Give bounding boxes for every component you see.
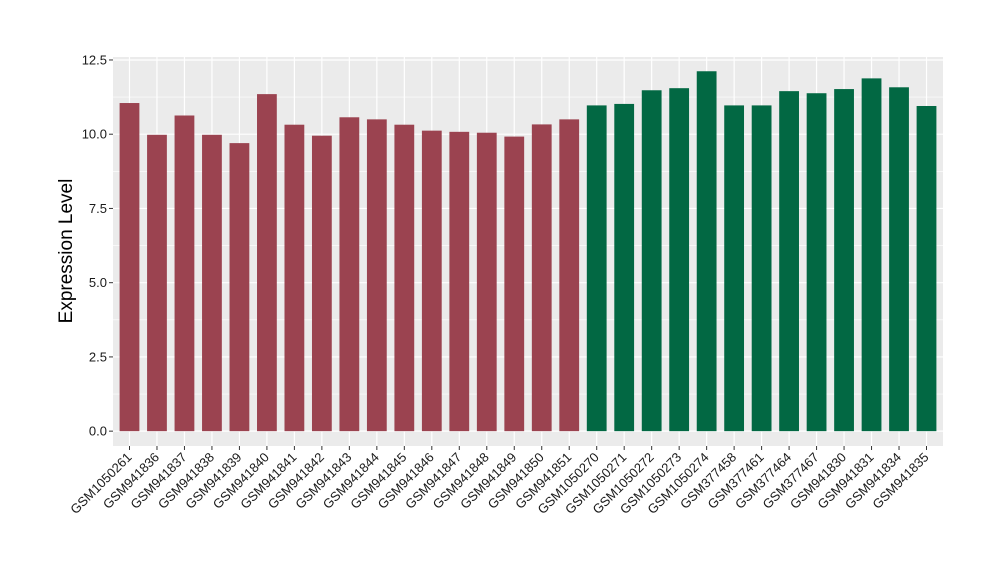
y-axis-ticks: 0.0 2.5 5.0 7.5 10.0 12.5 — [82, 52, 113, 439]
bar-GSM1050272 — [641, 90, 662, 432]
bar-GSM941835 — [916, 105, 937, 432]
bar-GSM941834 — [889, 87, 909, 432]
bar-GSM941849 — [504, 136, 525, 432]
bar-GSM941843 — [339, 117, 360, 432]
bar-GSM941850 — [531, 124, 552, 432]
bar-GSM941842 — [311, 135, 332, 432]
y-tick-label: 2.5 — [89, 349, 107, 364]
bar-GSM1050274 — [696, 71, 717, 432]
bar-GSM941838 — [202, 134, 222, 432]
y-tick-label: 10.0 — [82, 127, 107, 142]
bar-GSM377464 — [779, 91, 799, 432]
bar-GSM941837 — [174, 115, 195, 432]
bar-GSM941847 — [449, 131, 470, 432]
bar-GSM941840 — [257, 94, 277, 432]
plot-panel — [113, 57, 943, 446]
bar-GSM1050261 — [119, 103, 140, 432]
bar-GSM377461 — [751, 105, 772, 432]
bar-GSM1050270 — [586, 105, 607, 432]
y-axis-title: Expression Level — [56, 179, 77, 324]
bar-GSM941839 — [229, 143, 250, 432]
y-tick-label: 0.0 — [89, 424, 107, 439]
bar-GSM941846 — [421, 130, 442, 432]
x-axis-ticks: GSM1050261GSM941836GSM941837GSM941838GSM… — [67, 446, 932, 517]
y-tick-label: 12.5 — [82, 52, 107, 67]
bar-GSM941844 — [366, 119, 387, 432]
bar-GSM1050271 — [614, 103, 635, 432]
bar-GSM941841 — [284, 124, 305, 432]
bar-GSM941830 — [834, 89, 854, 432]
bar-GSM941848 — [476, 132, 497, 432]
bar-GSM941845 — [394, 124, 415, 432]
bar-GSM377458 — [724, 105, 745, 432]
bars — [119, 71, 937, 432]
y-tick-label: 5.0 — [89, 275, 107, 290]
bar-GSM941831 — [861, 78, 882, 432]
bar-GSM377467 — [806, 93, 827, 432]
bar-GSM941851 — [559, 119, 580, 432]
bar-GSM1050273 — [669, 88, 690, 432]
bar-GSM941836 — [147, 134, 167, 432]
y-tick-label: 7.5 — [89, 201, 107, 216]
